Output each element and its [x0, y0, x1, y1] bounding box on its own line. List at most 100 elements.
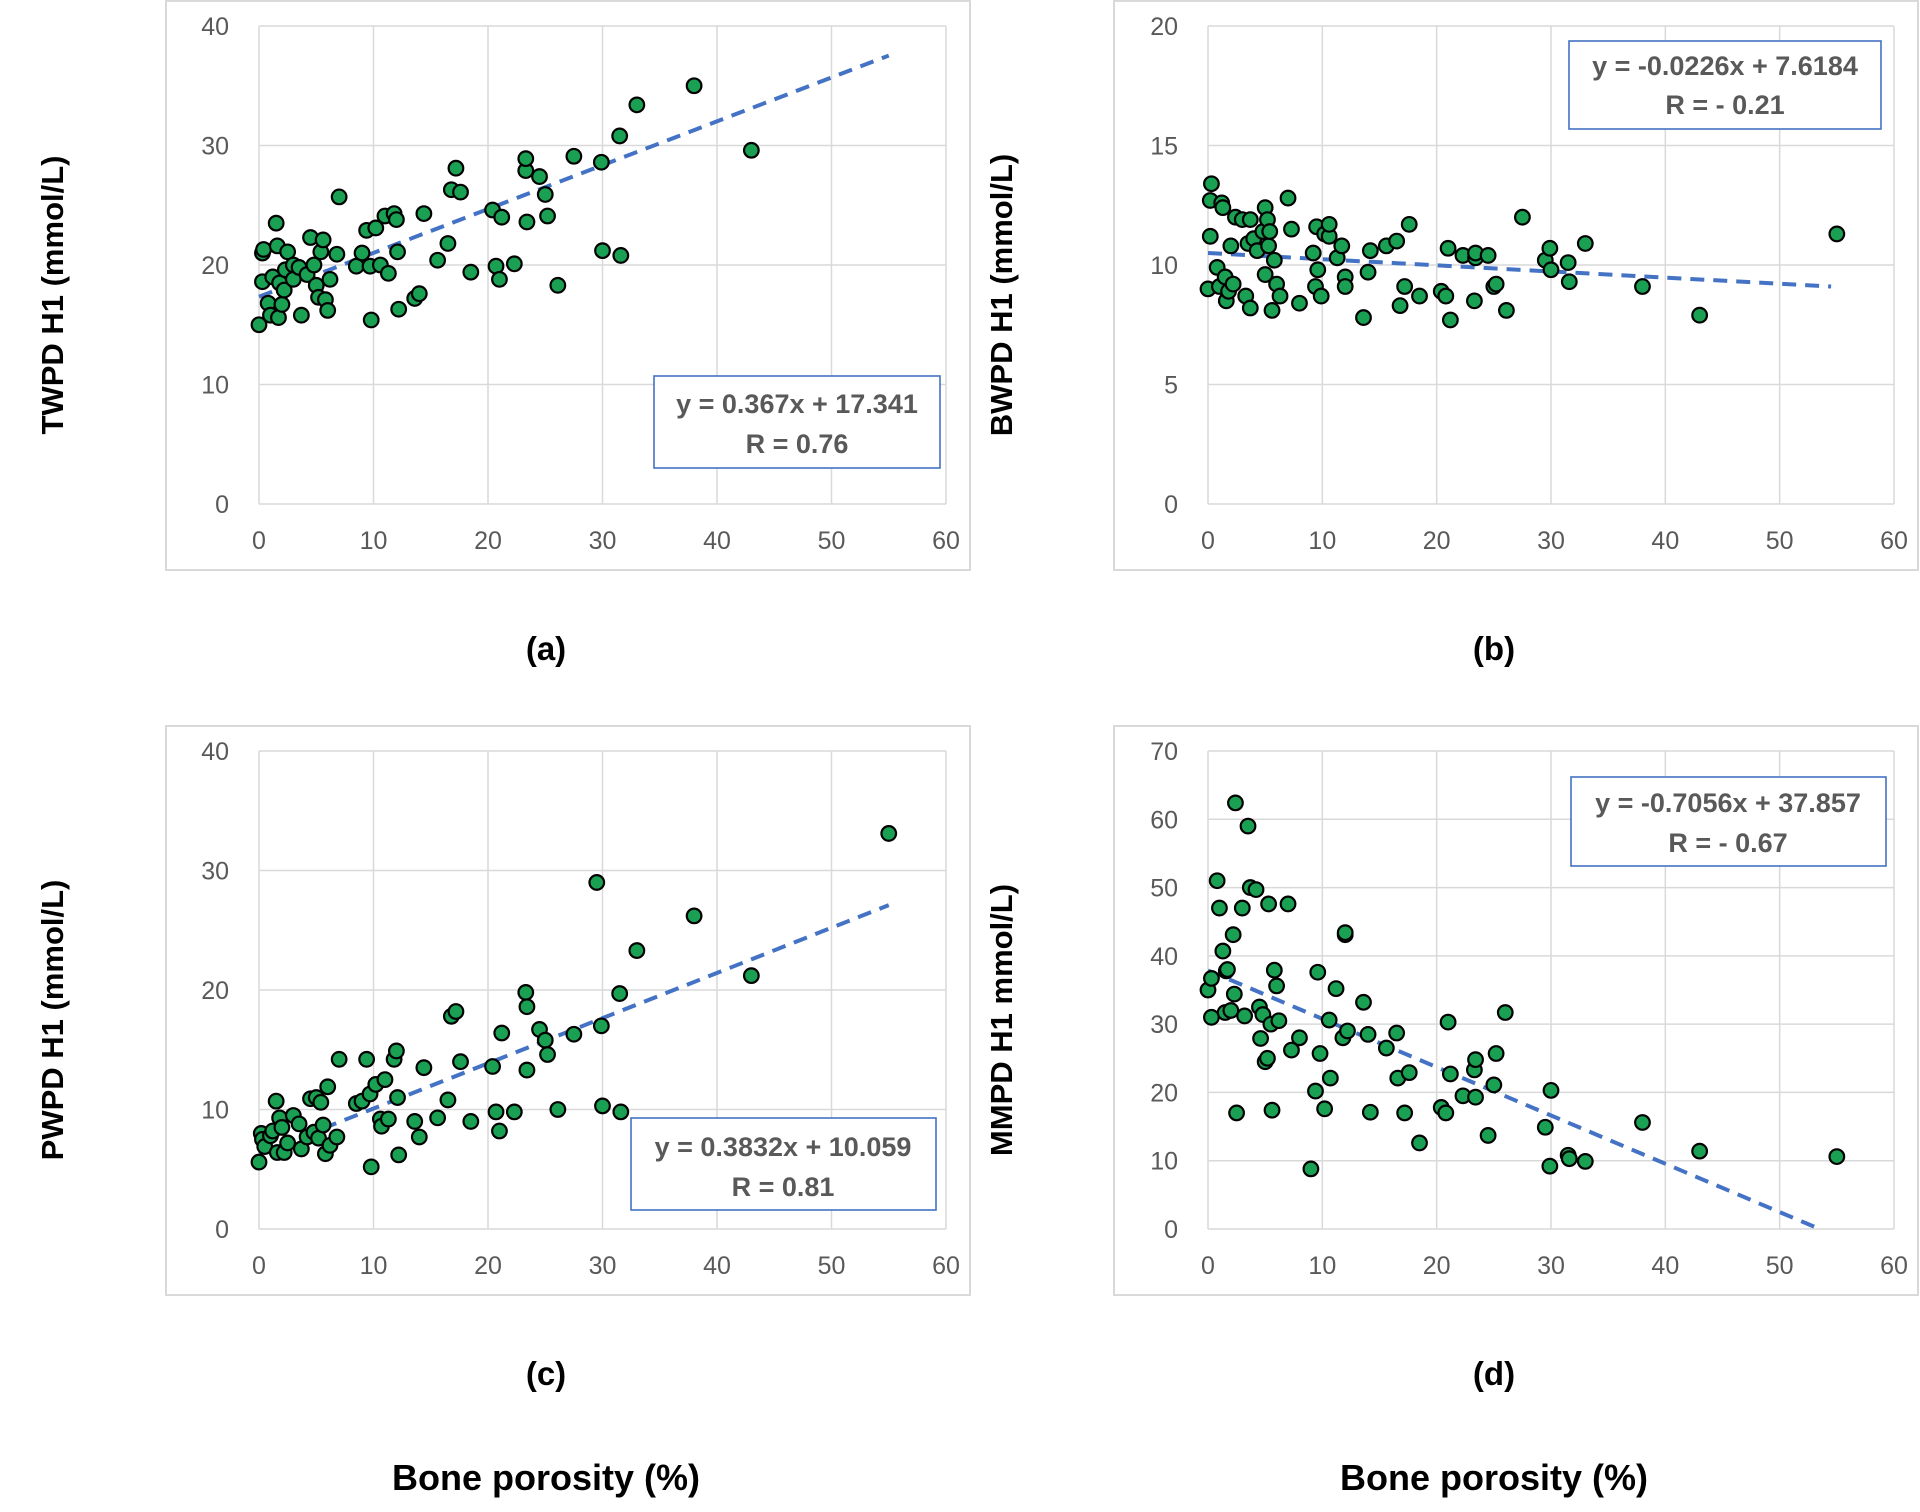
y-tick-label: 10 — [1150, 252, 1178, 280]
data-point — [1355, 309, 1372, 326]
data-point — [1479, 247, 1497, 264]
data-point — [415, 1059, 433, 1077]
data-point — [536, 1031, 554, 1049]
data-point — [518, 213, 536, 231]
data-point — [314, 231, 332, 249]
x-tick-labels: 0 10 20 30 40 50 60 — [1201, 527, 1908, 555]
data-point — [1396, 1104, 1414, 1122]
y-axis-label: TWPD H1 (mmol/L) — [35, 156, 70, 435]
data-point — [250, 316, 268, 334]
y-tick-label: 10 — [1150, 1148, 1178, 1176]
data-point — [1291, 294, 1308, 312]
data-point — [314, 1116, 332, 1134]
data-point — [880, 825, 898, 842]
y-tick-label: 30 — [201, 133, 229, 161]
data-point — [1496, 1004, 1514, 1021]
data-point — [1320, 1011, 1338, 1029]
data-point — [1391, 297, 1409, 315]
data-point — [1312, 287, 1330, 305]
data-point — [1560, 1150, 1578, 1168]
data-point — [321, 270, 339, 288]
x-tick-label: 50 — [818, 527, 846, 555]
data-point — [1400, 1064, 1418, 1082]
data-point — [611, 985, 629, 1002]
data-point — [1441, 311, 1459, 329]
data-point — [1268, 977, 1285, 995]
data-point — [1247, 881, 1265, 899]
data-point — [1236, 1007, 1253, 1025]
data-point — [742, 141, 760, 159]
data-point — [273, 1119, 291, 1136]
data-point — [1498, 302, 1515, 319]
data-point — [1828, 225, 1846, 243]
equation-text: y = 0.3832x + 10.059 — [655, 1132, 912, 1162]
data-point — [390, 1146, 408, 1164]
data-point — [1576, 235, 1594, 252]
data-point — [594, 242, 611, 260]
data-point — [1203, 175, 1220, 193]
data-point — [353, 244, 371, 262]
data-point — [1227, 794, 1244, 812]
data-point — [1479, 1127, 1497, 1144]
data-point — [1233, 899, 1251, 917]
data-point — [1283, 220, 1300, 238]
data-point — [1211, 899, 1228, 917]
y-tick-label: 10 — [201, 372, 229, 400]
equation-text: y = -0.0226x + 7.6184 — [1592, 51, 1858, 81]
panel-label: (d) — [1473, 1355, 1515, 1392]
equation-text: y = 0.367x + 17.341 — [676, 389, 918, 419]
data-point — [1339, 1022, 1356, 1040]
x-tick-label: 50 — [1766, 1252, 1794, 1280]
data-point — [611, 127, 629, 145]
data-points — [1199, 794, 1846, 1178]
x-tick-label: 10 — [360, 527, 388, 555]
data-point — [290, 1115, 308, 1133]
data-point — [367, 219, 385, 237]
data-point — [484, 1058, 501, 1075]
y-tick-label: 60 — [1150, 806, 1178, 834]
data-point — [1333, 237, 1351, 255]
data-point — [1321, 1069, 1339, 1087]
panel-b: 0 5 10 15 20 0 10 20 30 40 50 60 y = -0.0226x + 7.… — [984, 0, 1919, 667]
data-point — [1396, 278, 1414, 295]
y-tick-labels: 0 5 10 15 20 — [1150, 13, 1178, 519]
data-point — [1388, 232, 1406, 250]
data-point — [1307, 1082, 1324, 1100]
x-tick-label: 60 — [932, 527, 960, 555]
x-tick-label: 30 — [589, 527, 617, 555]
data-point — [415, 205, 433, 223]
data-point — [1304, 244, 1322, 262]
x-tick-labels: 0 10 20 30 40 50 60 — [252, 1252, 960, 1280]
data-point — [429, 251, 447, 269]
data-point — [1260, 895, 1277, 913]
data-point — [362, 311, 380, 329]
data-point — [410, 1128, 428, 1146]
equation-box: y = -0.0226x + 7.6184 R = - 0.21 — [1568, 40, 1882, 130]
data-point — [376, 1071, 394, 1089]
y-tick-label: 0 — [215, 491, 229, 519]
data-point — [1487, 275, 1505, 293]
data-point — [1634, 1114, 1651, 1131]
y-tick-label: 30 — [1150, 1011, 1178, 1039]
data-point — [1559, 254, 1577, 272]
data-point — [1260, 237, 1277, 255]
data-point — [305, 256, 323, 274]
data-point — [255, 241, 272, 258]
data-point — [592, 153, 610, 171]
x-tick-label: 10 — [360, 1252, 388, 1280]
data-points — [250, 77, 760, 334]
data-point — [1256, 266, 1274, 283]
data-point — [389, 243, 406, 261]
y-axis-label: MMPD H1 mmol/L) — [984, 884, 1019, 1156]
data-point — [493, 1024, 511, 1042]
data-point — [1560, 273, 1578, 291]
equation-box: y = -0.7056x + 37.857 R = - 0.67 — [1570, 776, 1887, 867]
y-tick-labels: 0 10 20 30 40 50 60 70 — [1150, 738, 1178, 1244]
data-point — [1279, 189, 1297, 207]
data-point — [1691, 1142, 1709, 1160]
data-point — [429, 1109, 447, 1127]
data-point — [1265, 251, 1283, 269]
data-point — [1263, 302, 1281, 319]
x-tick-label: 40 — [1651, 1252, 1679, 1280]
data-point — [549, 1101, 567, 1118]
